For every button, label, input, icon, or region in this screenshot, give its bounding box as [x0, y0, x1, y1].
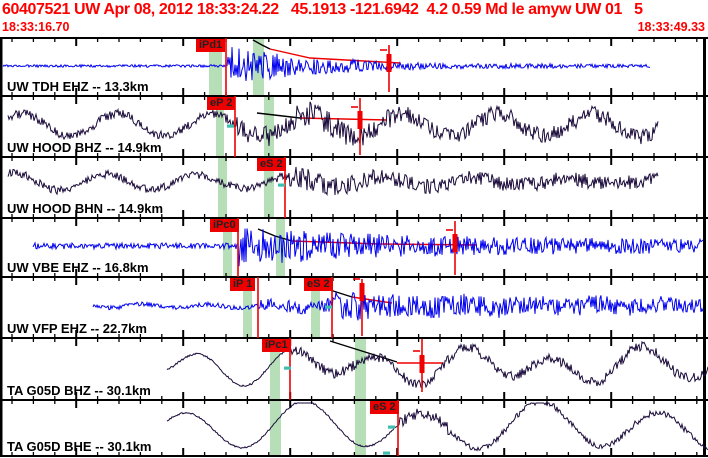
phase-pick-label[interactable]: iP 1 — [230, 278, 256, 291]
trace-waveform-g05d-bhe[interactable] — [166, 402, 708, 452]
station-label-tdh-ehz: UW TDH EHZ -- 13.3km — [7, 79, 149, 94]
coda-duration-mark[interactable] — [383, 451, 390, 455]
phase-pick-label[interactable]: eS 2 — [304, 278, 333, 291]
trace-waveform-hood-bhn[interactable] — [7, 166, 659, 197]
station-label-hood-bhn: UW HOOD BHN -- 14.9km — [7, 201, 164, 216]
time-ticks — [11, 330, 698, 346]
coda-decay-curve — [329, 289, 353, 298]
station-label-vbe-ehz: UW VBE EHZ -- 16.8km — [7, 260, 149, 275]
trace-waveform-tdh-ehz[interactable] — [2, 47, 651, 82]
time-ticks — [11, 149, 698, 165]
station-label-vfp-ehz: UW VFP EHZ -- 22.7km — [7, 321, 147, 336]
phase-window-band — [243, 278, 252, 337]
coda-decay-curve — [256, 112, 301, 119]
phase-window-band — [218, 158, 227, 217]
trace-end-time: 18:33:49.33 — [637, 20, 705, 34]
phase-window-bands — [218, 158, 274, 217]
coda-decay-curve — [299, 117, 388, 121]
phase-window-band — [355, 401, 366, 455]
phase-pick-label[interactable]: eS 2 — [257, 158, 286, 171]
phase-pick-label[interactable]: eS 2 — [370, 401, 399, 414]
trace-waveform-vfp-ehz[interactable] — [92, 291, 704, 321]
phase-pick-label[interactable]: iPc0 — [210, 219, 239, 232]
amplitude-marker[interactable] — [353, 278, 365, 336]
phase-window-bands — [223, 219, 285, 276]
phase-window-band — [355, 339, 366, 399]
phase-window-band — [223, 219, 232, 276]
coda-decay-curve — [351, 296, 393, 304]
phase-pick-label[interactable]: eP 2 — [207, 97, 236, 110]
station-label-g05d-bhe: TA G05D BHE -- 30.1km — [7, 439, 152, 454]
trace-start-time: 18:33:16.70 — [2, 20, 70, 34]
coda-duration-mark[interactable] — [388, 425, 395, 429]
station-label-hood-bhz: UW HOOD BHZ -- 14.9km — [7, 140, 162, 155]
phase-window-band — [216, 97, 224, 156]
plot-right-border — [703, 38, 706, 456]
coda-duration-mark[interactable] — [227, 124, 234, 128]
amplitude-marker[interactable] — [380, 45, 392, 92]
phase-pick-label[interactable]: iPc1 — [262, 339, 291, 352]
phase-window-bands — [216, 97, 274, 156]
trace-waveform-g05d-bhz[interactable] — [166, 340, 708, 389]
event-header: 60407521 UW Apr 08, 2012 18:33:24.22 45.… — [2, 1, 643, 18]
phase-window-bands — [243, 278, 320, 337]
coda-decay-curve — [269, 48, 401, 64]
panel-borders — [0, 37, 708, 457]
phase-window-band — [264, 97, 274, 156]
plot-left-border — [0, 38, 3, 456]
trace-waveform-vbe-ehz[interactable] — [32, 228, 704, 267]
phase-window-band — [276, 219, 285, 276]
time-ticks — [11, 210, 698, 226]
amplitude-marker[interactable] — [446, 221, 458, 275]
phase-window-band — [264, 158, 274, 217]
station-label-g05d-bhz: TA G05D BHZ -- 30.1km — [7, 383, 151, 398]
coda-duration-mark[interactable] — [278, 183, 285, 187]
phase-window-band — [311, 278, 320, 337]
coda-duration-mark[interactable] — [325, 305, 332, 309]
phase-window-bands — [270, 401, 366, 455]
time-ticks — [11, 269, 698, 285]
phase-window-bands — [270, 339, 366, 399]
phase-window-band — [270, 339, 280, 399]
time-ticks — [11, 448, 698, 456]
amplitude-marker[interactable] — [413, 339, 425, 392]
phase-window-band — [270, 401, 281, 455]
time-ticks — [11, 38, 698, 46]
time-ticks — [11, 88, 698, 104]
coda-decay-curve — [252, 39, 271, 50]
coda-duration-mark[interactable] — [284, 366, 291, 370]
amplitude-marker[interactable] — [351, 98, 363, 155]
phase-pick-label[interactable]: iPd1 — [196, 39, 226, 52]
trace-waveform-hood-bhz[interactable] — [7, 101, 659, 146]
phase-window-band — [209, 39, 222, 95]
